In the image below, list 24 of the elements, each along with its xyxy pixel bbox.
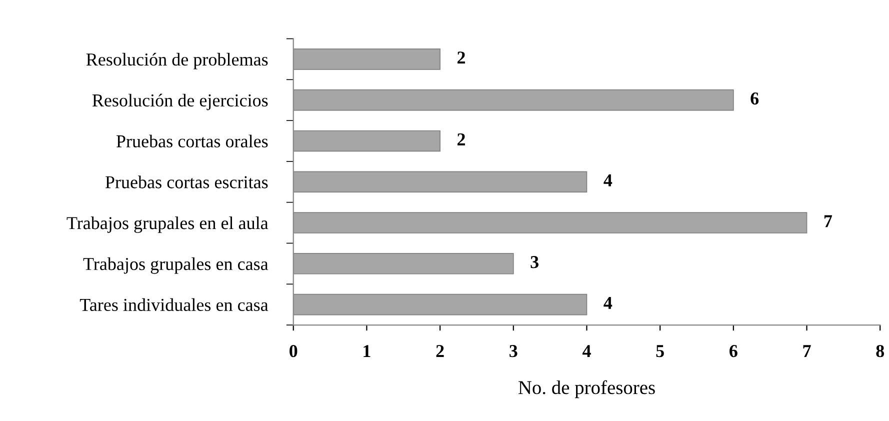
data-label: 2 bbox=[457, 52, 465, 64]
x-tick-label: 7 bbox=[803, 345, 811, 357]
data-label: 4 bbox=[604, 174, 612, 186]
y-tick-label: Trabajos grupales en el aula bbox=[66, 216, 268, 233]
y-tick-label: Resolución de problemas bbox=[86, 52, 268, 70]
y-tick-label: Pruebas cortas escritas bbox=[105, 176, 268, 188]
x-tick-label: 3 bbox=[510, 345, 518, 358]
data-label: 6 bbox=[750, 92, 759, 105]
x-axis-title: No. de profesores bbox=[518, 380, 655, 398]
data-label: 2 bbox=[457, 133, 465, 146]
x-tick-label: 4 bbox=[582, 345, 591, 357]
data-label: 7 bbox=[824, 215, 832, 228]
data-label: 3 bbox=[530, 256, 538, 268]
x-tick-label: 6 bbox=[730, 345, 738, 358]
x-tick-label: 2 bbox=[436, 345, 444, 357]
x-tick-label: 8 bbox=[876, 344, 884, 358]
data-label: 4 bbox=[604, 297, 612, 309]
x-tick-label: 0 bbox=[290, 344, 298, 358]
y-tick-label: Tares individuales en casa bbox=[80, 298, 268, 312]
y-tick-label: Resolución de ejercicios bbox=[92, 94, 268, 110]
y-tick-label: Pruebas cortas orales bbox=[116, 134, 268, 148]
x-tick-label: 5 bbox=[656, 345, 664, 358]
y-tick-label: Trabajos grupales en casa bbox=[83, 257, 268, 274]
x-tick-label: 1 bbox=[364, 345, 370, 357]
